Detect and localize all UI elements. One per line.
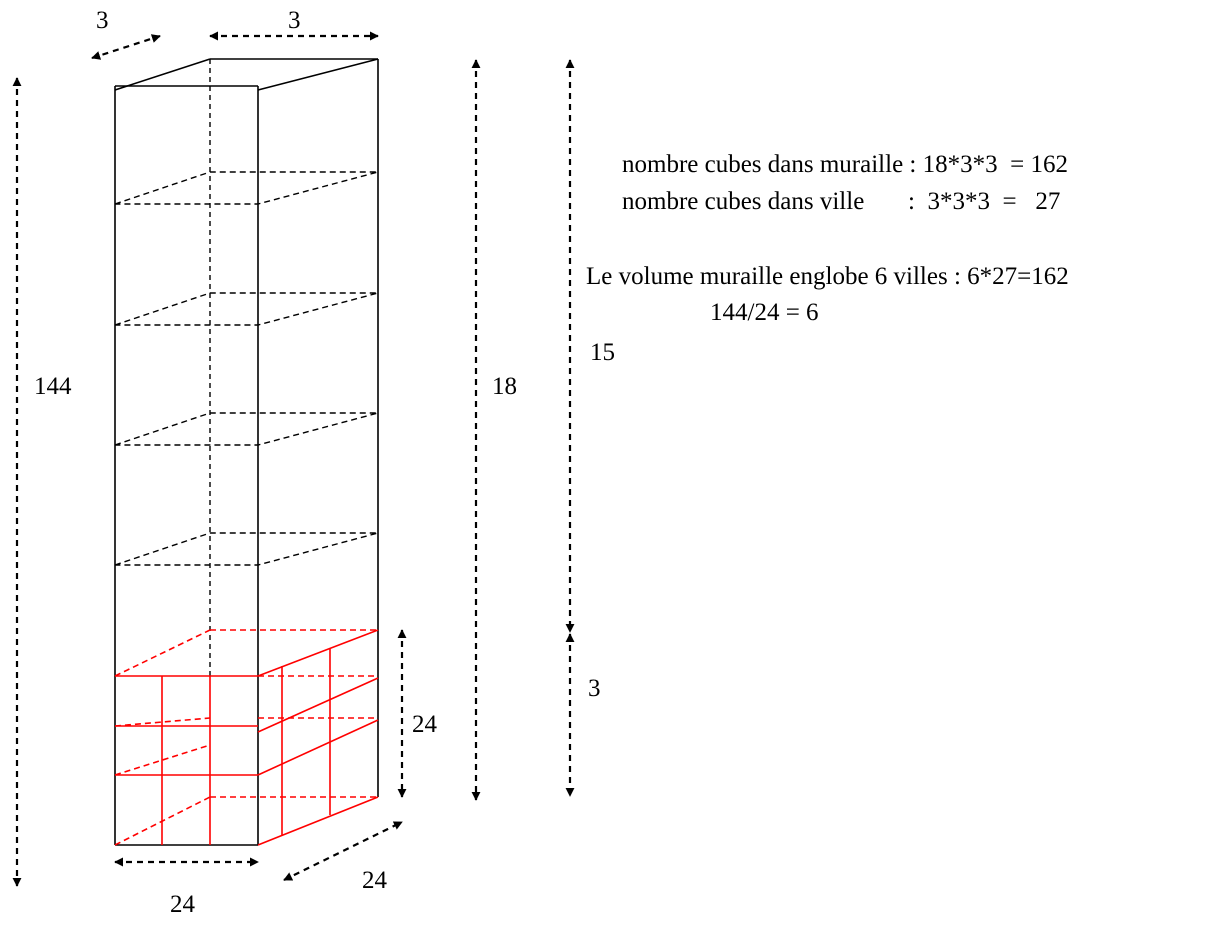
note-height-ratio: 144/24 = 6 [710, 299, 819, 326]
label-segment-lower: 3 [588, 675, 601, 702]
dimension-arrows [12, 31, 575, 887]
wall-prism [114, 58, 379, 846]
note-wall-cubes: nombre cubes dans muraille : 18*3*3 = 16… [622, 151, 1068, 178]
label-total-height: 144 [34, 373, 72, 400]
label-city-height: 24 [412, 711, 438, 738]
arrow-top-depth [91, 34, 161, 60]
label-top-depth: 3 [96, 7, 109, 34]
wall-sections [114, 171, 379, 566]
label-top-width: 3 [288, 7, 301, 34]
note-volume-ratio: Le volume muraille englobe 6 villes : 6*… [586, 263, 1069, 290]
label-wall-height: 18 [492, 373, 517, 400]
note-city-cubes: nombre cubes dans ville : 3*3*3 = 27 [622, 188, 1061, 215]
city-block [114, 629, 379, 846]
label-segment-upper: 15 [590, 339, 615, 366]
label-base-width: 24 [170, 891, 196, 918]
label-base-depth: 24 [362, 867, 388, 894]
